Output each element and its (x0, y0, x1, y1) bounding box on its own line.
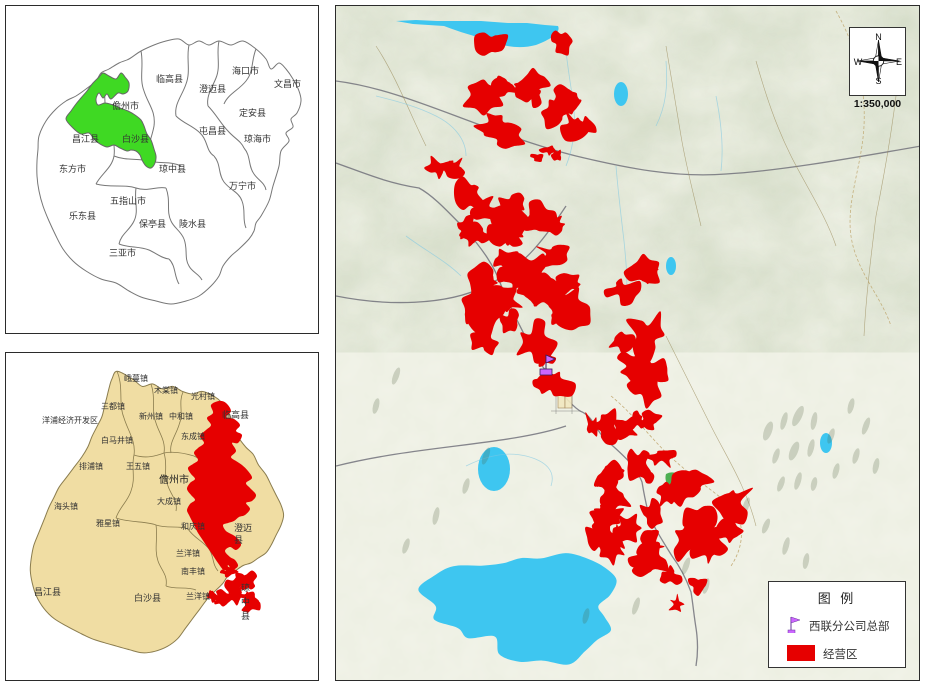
svg-text:E: E (896, 57, 902, 67)
svg-text:W: W (854, 57, 863, 67)
